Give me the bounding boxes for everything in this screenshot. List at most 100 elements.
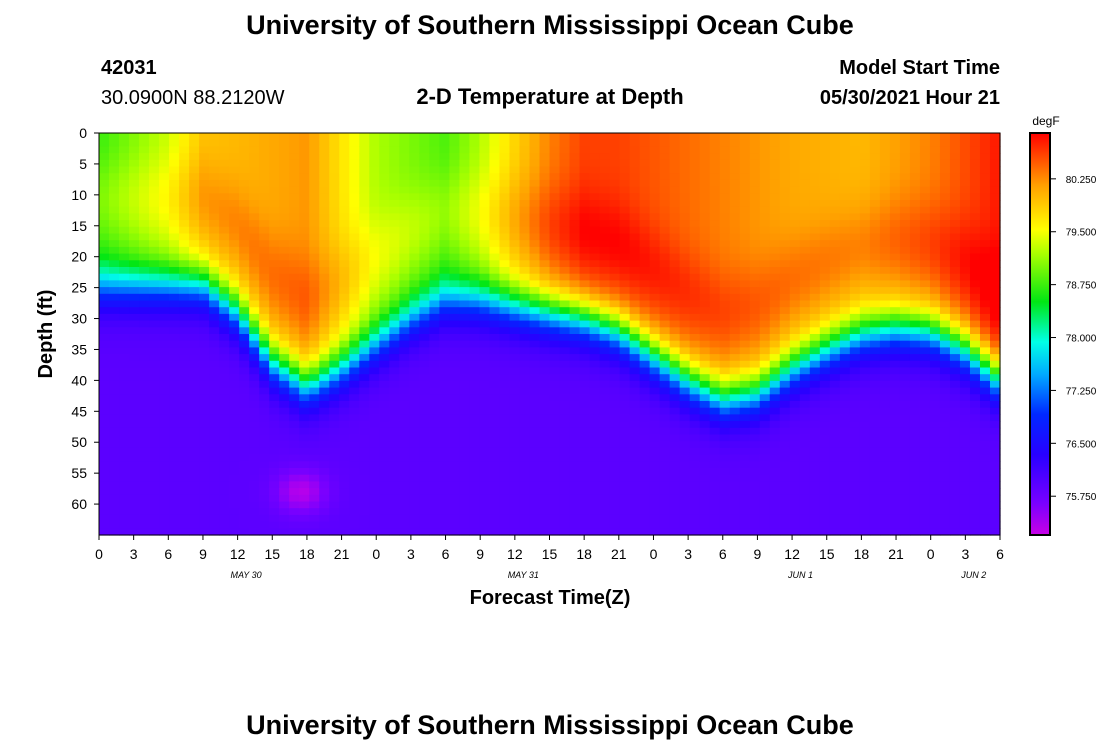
heatmap-cell <box>719 427 731 436</box>
heatmap-cell <box>889 461 901 469</box>
heatmap-cell <box>759 280 771 288</box>
heatmap-cell <box>299 313 310 322</box>
heatmap-cell <box>419 488 430 496</box>
heatmap-cell <box>449 179 460 188</box>
heatmap-cell <box>619 441 631 449</box>
heatmap-cell <box>569 240 581 248</box>
heatmap-cell <box>389 394 400 402</box>
heatmap-cell <box>279 521 290 529</box>
heatmap-cell <box>789 213 801 221</box>
heatmap-cell <box>679 327 691 335</box>
heatmap-cell <box>769 354 781 362</box>
heatmap-cell <box>839 367 851 375</box>
heatmap-cell <box>109 427 120 436</box>
heatmap-cell <box>669 159 681 168</box>
heatmap-cell <box>369 401 380 409</box>
heatmap-cell <box>849 427 861 436</box>
heatmap-cell <box>569 313 581 322</box>
heatmap-cell <box>719 441 731 449</box>
heatmap-cell <box>279 226 290 235</box>
heatmap-cell <box>699 434 711 442</box>
heatmap-cell <box>199 434 210 442</box>
heatmap-cell <box>909 300 921 308</box>
heatmap-cell <box>529 387 541 395</box>
heatmap-cell <box>619 133 631 141</box>
heatmap-cell <box>659 454 671 462</box>
heatmap-cell <box>719 200 731 208</box>
heatmap-cell <box>349 153 360 161</box>
heatmap-cell <box>909 521 921 529</box>
heatmap-cell <box>709 528 721 536</box>
heatmap-cell <box>609 139 621 147</box>
heatmap-cell <box>379 220 390 228</box>
heatmap-cell <box>669 468 681 476</box>
heatmap-cell <box>279 481 290 489</box>
heatmap-cell <box>399 280 410 288</box>
heatmap-cell <box>129 327 140 335</box>
heatmap-cell <box>739 441 751 449</box>
heatmap-cell <box>659 246 671 255</box>
heatmap-cell <box>439 360 450 369</box>
heatmap-cell <box>169 461 180 469</box>
heatmap-cell <box>779 179 791 188</box>
heatmap-cell <box>539 267 551 275</box>
heatmap-cell <box>549 374 561 382</box>
heatmap-cell <box>389 206 400 214</box>
heatmap-cell <box>219 354 230 362</box>
heatmap-cell <box>229 186 240 194</box>
heatmap-cell <box>449 454 460 462</box>
heatmap-cell <box>409 307 420 315</box>
heatmap-cell <box>309 139 320 147</box>
heatmap-cell <box>489 354 501 362</box>
heatmap-cell <box>709 468 721 476</box>
heatmap-cell <box>389 213 400 221</box>
heatmap-cell <box>419 501 430 509</box>
heatmap-cell <box>319 133 330 141</box>
heatmap-cell <box>919 307 931 315</box>
heatmap-cell <box>269 253 280 261</box>
heatmap-cell <box>609 461 621 469</box>
heatmap-cell <box>429 240 440 248</box>
heatmap-cell <box>749 233 761 241</box>
heatmap-cell <box>829 481 841 489</box>
heatmap-cell <box>139 501 150 509</box>
heatmap-cell <box>189 521 200 529</box>
heatmap-cell <box>369 501 380 509</box>
heatmap-cell <box>299 267 310 275</box>
heatmap-cell <box>239 340 250 348</box>
heatmap-cell <box>819 501 831 509</box>
heatmap-cell <box>489 468 501 476</box>
heatmap-cell <box>609 159 621 168</box>
heatmap-cell <box>579 360 591 369</box>
heatmap-cell <box>209 461 220 469</box>
heatmap-cell <box>109 508 120 516</box>
heatmap-cell <box>389 360 400 369</box>
heatmap-cell <box>859 528 871 536</box>
heatmap-cell <box>829 313 841 322</box>
heatmap-cell <box>589 454 601 462</box>
heatmap-cell <box>549 307 561 315</box>
heatmap-cell <box>479 494 491 503</box>
heatmap-cell <box>149 200 160 208</box>
heatmap-cell <box>869 139 881 147</box>
heatmap-cell <box>649 273 661 281</box>
heatmap-cell <box>539 159 551 168</box>
heatmap-cell <box>719 179 731 188</box>
heatmap-cell <box>429 360 440 369</box>
heatmap-cell <box>899 206 911 214</box>
heatmap-cell <box>149 260 160 268</box>
heatmap-cell <box>769 454 781 462</box>
heatmap-cell <box>869 380 881 389</box>
heatmap-cell <box>499 287 511 295</box>
heatmap-cell <box>399 293 410 302</box>
heatmap-cell <box>519 280 531 288</box>
heatmap-cell <box>239 441 250 449</box>
heatmap-cell <box>779 327 791 335</box>
heatmap-cell <box>779 407 791 415</box>
heatmap-cell <box>659 380 671 389</box>
heatmap-cell <box>499 293 511 302</box>
heatmap-cell <box>499 508 511 516</box>
heatmap-cell <box>299 380 310 389</box>
heatmap-cell <box>139 367 150 375</box>
heatmap-cell <box>129 267 140 275</box>
